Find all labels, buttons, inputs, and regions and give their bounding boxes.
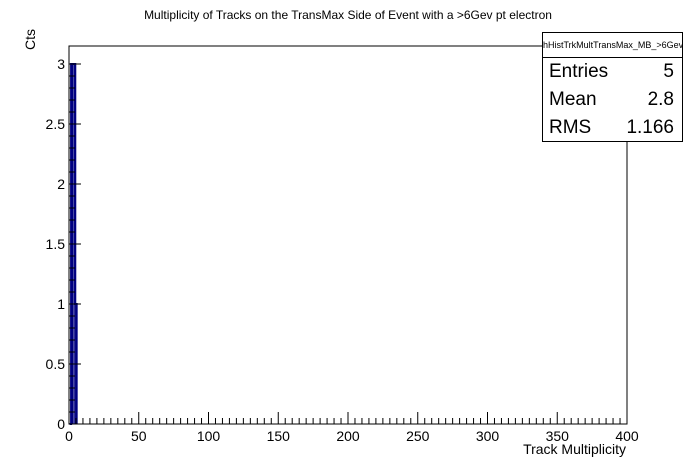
stats-row-rms: RMS 1.166 (543, 114, 682, 142)
stats-value: 2.8 (647, 89, 674, 110)
chart-title: Multiplicity of Tracks on the TransMax S… (144, 8, 552, 22)
x-tick-label: 50 (131, 428, 147, 444)
stats-label: Entries (549, 61, 609, 82)
y-tick-label: 3 (57, 56, 65, 72)
x-tick-label: 150 (267, 428, 291, 444)
x-tick-label: 200 (336, 428, 360, 444)
x-tick-label: 0 (65, 428, 73, 444)
y-tick-label: 2.5 (46, 116, 66, 132)
x-tick-label: 250 (406, 428, 430, 444)
x-axis-label: Track Multiplicity (523, 441, 626, 457)
x-tick-label: 400 (615, 428, 639, 444)
y-tick-label: 1 (57, 296, 65, 312)
y-axis-label: Cts (22, 29, 38, 50)
stats-label: Mean (549, 89, 597, 110)
y-tick-label: 0.5 (46, 356, 66, 372)
stats-histogram-name: hHistTrkMultTransMax_MB_>6Gev (543, 33, 682, 58)
y-tick-label: 2 (57, 176, 65, 192)
stats-row-entries: Entries 5 (543, 58, 682, 86)
y-tick-label: 0 (57, 416, 65, 432)
x-tick-label: 100 (197, 428, 221, 444)
x-tick-label: 300 (476, 428, 500, 444)
y-tick-label: 1.5 (46, 236, 66, 252)
x-tick-label: 350 (546, 428, 570, 444)
stats-row-mean: Mean 2.8 (543, 86, 682, 114)
stats-value: 5 (663, 61, 674, 82)
stats-box: hHistTrkMultTransMax_MB_>6Gev Entries 5 … (542, 32, 683, 142)
stats-label: RMS (549, 117, 592, 138)
stats-value: 1.166 (626, 117, 674, 138)
